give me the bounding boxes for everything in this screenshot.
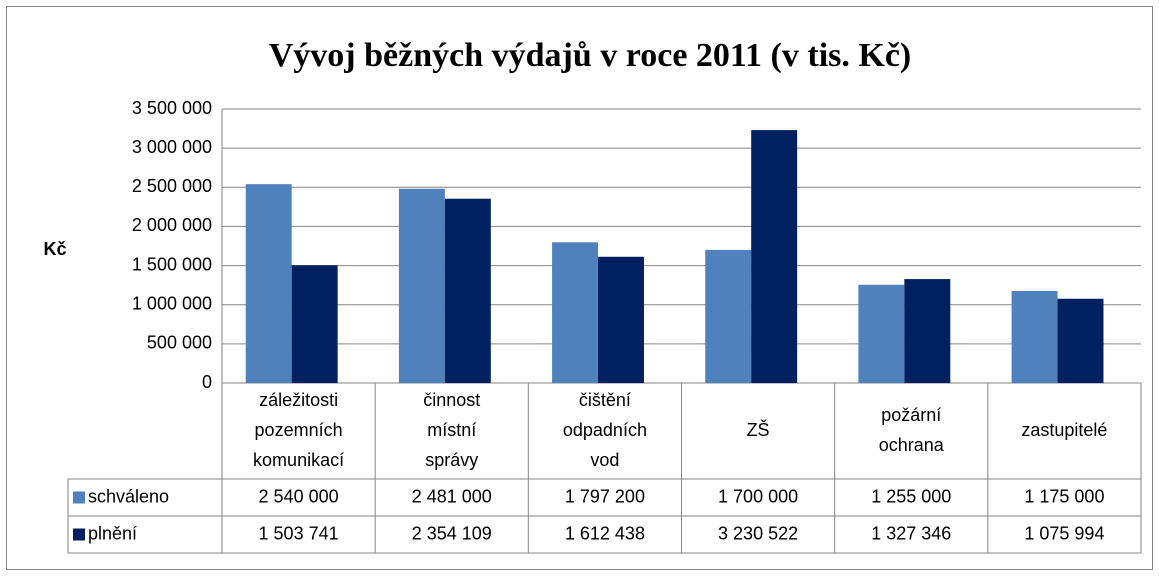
x-tick-label: činnost místní správy [423,390,480,470]
table-value: 1 075 994 [1024,523,1104,543]
x-tick-label: čištění odpadních vod [563,390,647,470]
bar [1057,298,1104,383]
legend-label: plnění [88,523,137,543]
bar [904,279,951,383]
y-tick-label: 0 [202,372,212,392]
x-tick-label: požární ochrana [879,405,945,455]
table-value: 2 540 000 [259,486,339,506]
table-value: 1 503 741 [259,523,339,543]
bar [291,265,338,383]
y-tick-label: 2 000 000 [132,215,212,235]
bar [444,198,491,383]
legend-label: schváleno [88,486,169,506]
table-value: 2 481 000 [412,486,492,506]
x-tick-label: zastupitelé [1021,420,1107,440]
chart-title: Vývoj běžných výdajů v roce 2011 (v tis.… [269,37,911,74]
x-tick-label: záležitosti pozemních komunikací [253,390,344,470]
table-value: 1 327 346 [871,523,951,543]
bar [245,184,292,383]
table-value: 1 175 000 [1024,486,1104,506]
legend-swatch [73,528,85,541]
bar [398,188,445,383]
bar [1011,291,1058,383]
y-tick-label: 2 500 000 [132,176,212,196]
bar [705,249,752,383]
table-value: 1 700 000 [718,486,798,506]
table-value: 1 797 200 [565,486,645,506]
y-tick-label: 1 000 000 [132,293,212,313]
bar [598,256,644,383]
y-tick-label: 3 500 000 [132,98,212,118]
bar [858,284,905,383]
table-value: 1 612 438 [565,523,645,543]
y-tick-label: 1 500 000 [132,254,212,274]
x-tick-label: ZŠ [747,419,770,440]
y-axis-label: Kč [43,239,66,259]
y-tick-label: 500 000 [147,333,212,353]
y-tick-label: 3 000 000 [132,137,212,157]
bar [552,242,599,383]
table-value: 3 230 522 [718,523,798,543]
bar [751,130,798,383]
legend-swatch [73,491,85,504]
table-value: 1 255 000 [871,486,951,506]
table-value: 2 354 109 [412,523,492,543]
